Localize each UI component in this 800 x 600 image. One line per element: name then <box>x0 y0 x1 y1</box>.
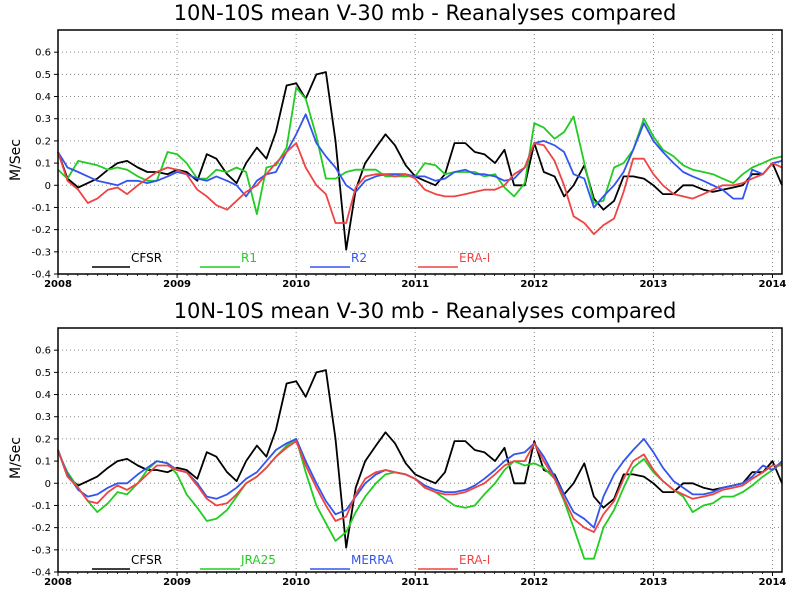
chart2-legend-label-merra: MERRA <box>351 553 394 567</box>
chart2-title: 10N-10S mean V-30 mb - Reanalyses compar… <box>174 299 677 323</box>
chart2-ytick-label: -0.3 <box>31 545 51 556</box>
chart2-series-line-era-i <box>57 440 782 533</box>
chart1-ytick-label: 0.4 <box>35 92 51 103</box>
chart1-ytick-label: -0.2 <box>31 225 51 236</box>
chart1-y-axis-label: M/Sec <box>8 139 24 181</box>
chart2-xtick-label: 2010 <box>282 577 310 588</box>
chart2-y-axis-label: M/Sec <box>8 437 24 479</box>
chart2-xtick-label: 2013 <box>639 577 667 588</box>
chart1-xtick-label: 2011 <box>401 279 429 290</box>
chart1-xtick-label: 2013 <box>639 279 667 290</box>
chart1-xtick-label: 2009 <box>163 279 191 290</box>
chart2-ytick-label: 0.2 <box>35 434 51 445</box>
chart1-title: 10N-10S mean V-30 mb - Reanalyses compar… <box>174 1 677 25</box>
chart1-ytick-label: 0.6 <box>35 48 51 59</box>
chart1-series-line-r2 <box>57 113 783 209</box>
chart2-xtick-label: 2011 <box>401 577 429 588</box>
chart1-ytick-label: -0.3 <box>31 247 51 258</box>
chart2-xtick-label: 2012 <box>520 577 548 588</box>
chart2-ytick-label: 0.3 <box>35 412 51 423</box>
chart1-legend-label-r1: R1 <box>241 251 257 265</box>
chart2-ytick-label: 0.1 <box>35 457 51 468</box>
chart2-legend-label-era-i: ERA-I <box>459 553 490 567</box>
chart1-xtick-label: 2010 <box>282 279 310 290</box>
chart1-xtick-label: 2008 <box>44 279 72 290</box>
chart1-ytick-label: 0.3 <box>35 114 51 125</box>
chart2-ytick-label: -0.2 <box>31 523 51 534</box>
chart1-xtick-label: 2014 <box>759 279 787 290</box>
chart1-xtick-label: 2012 <box>520 279 548 290</box>
chart1-ytick-label: -0.1 <box>31 203 51 214</box>
chart1-series-line-era-i <box>57 142 783 235</box>
chart1-ytick-label: 0.1 <box>35 159 51 170</box>
chart1-legend-label-era-i: ERA-I <box>459 251 490 265</box>
chart1-ytick-label: 0 <box>45 181 51 192</box>
chart1-ytick-label: 0.5 <box>35 70 51 81</box>
chart2-xtick-label: 2009 <box>163 577 191 588</box>
chart1-ytick-label: 0.2 <box>35 136 51 147</box>
chart2-ytick-label: 0 <box>45 479 51 490</box>
chart2-xtick-label: 2014 <box>759 577 787 588</box>
chart2-plot-frame <box>57 327 783 573</box>
chart2-ytick-label: -0.4 <box>31 568 51 579</box>
chart1-series-line-cfsr <box>57 71 783 251</box>
chart1-ytick-label: -0.4 <box>31 270 51 281</box>
chart2-ytick-label: -0.1 <box>31 501 51 512</box>
chart2-legend-label-jra25: JRA25 <box>240 553 276 567</box>
chart1-legend-label-cfsr: CFSR <box>131 251 162 265</box>
chart2-ytick-label: 0.4 <box>35 390 51 401</box>
chart2-ytick-label: 0.5 <box>35 368 51 379</box>
chart2-ytick-label: 0.6 <box>35 346 51 357</box>
chart2-series-line-jra25 <box>57 438 783 560</box>
chart2-xtick-label: 2008 <box>44 577 72 588</box>
chart1-legend-label-r2: R2 <box>351 251 367 265</box>
chart1-plot-frame <box>57 29 783 275</box>
chart2-legend-label-cfsr: CFSR <box>131 553 162 567</box>
chart1-series-line-r1 <box>57 86 783 215</box>
chart2-series-line-cfsr <box>57 369 783 549</box>
